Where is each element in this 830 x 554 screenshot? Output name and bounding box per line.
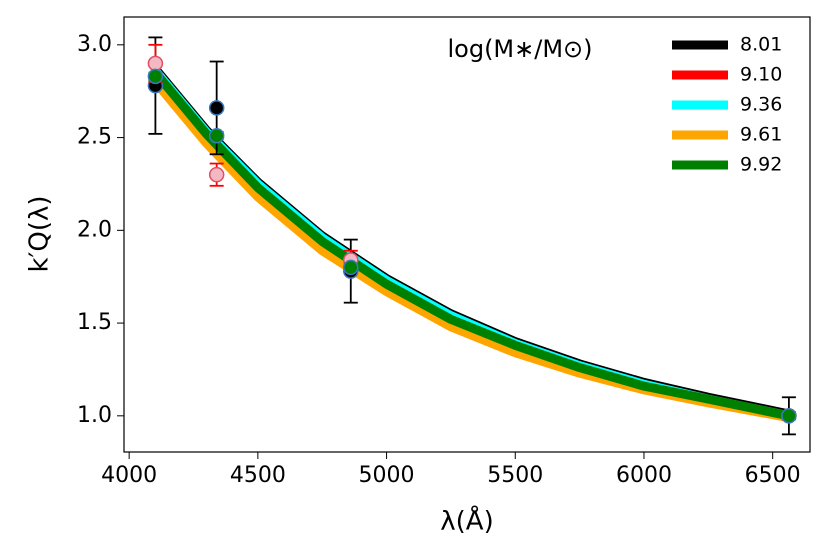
data-point [147, 55, 164, 72]
x-axis-label: λ(Å) [440, 505, 493, 537]
x-tick-label: 4500 [230, 463, 286, 488]
data-point [147, 68, 164, 85]
legend-title: log(M∗/M⊙) [447, 35, 592, 63]
legend-label: 9.10 [740, 64, 782, 86]
legend-label: 8.01 [740, 34, 782, 56]
series-line [151, 67, 790, 421]
data-point [208, 127, 225, 144]
data-point [208, 100, 225, 116]
legend-label: 9.92 [740, 154, 782, 176]
x-tick-label: 6000 [616, 463, 672, 488]
series-line [151, 66, 790, 419]
y-tick-label: 3.0 [77, 32, 112, 57]
data-point [343, 259, 359, 276]
legend-label: 9.36 [740, 94, 782, 116]
y-tick-label: 1.0 [77, 403, 112, 428]
data-point [781, 408, 797, 424]
series-line [151, 67, 790, 421]
y-tick-label: 2.5 [77, 125, 112, 150]
y-axis-label: k′Q(λ) [25, 195, 55, 272]
x-tick-label: 6500 [745, 463, 801, 488]
legend-label: 9.61 [740, 124, 782, 146]
x-tick-label: 5000 [359, 463, 415, 488]
x-tick-label: 4000 [101, 463, 157, 488]
series-line [151, 69, 790, 421]
y-tick-label: 2.0 [77, 217, 112, 242]
x-tick-label: 5500 [487, 463, 543, 488]
y-tick-label: 1.5 [77, 310, 112, 335]
data-point [208, 166, 225, 183]
plot-frame [123, 16, 811, 453]
